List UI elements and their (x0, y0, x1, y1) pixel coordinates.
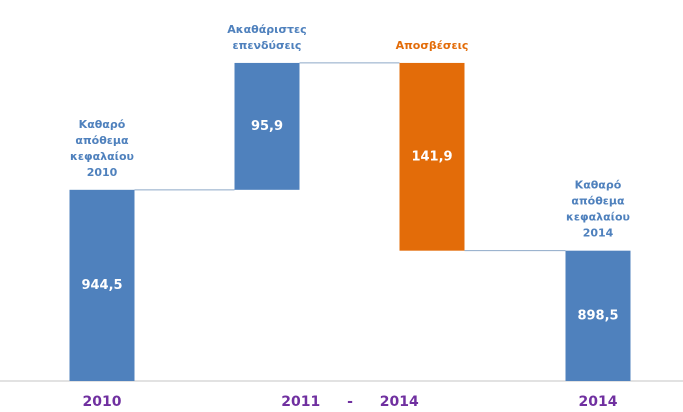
category-label: Ακαθάριστες (227, 23, 306, 36)
value-label: 898,5 (577, 308, 618, 323)
category-label: Καθαρό (575, 179, 622, 192)
category-label: κεφαλαίου (566, 211, 630, 224)
category-label: Καθαρό (79, 118, 126, 131)
category-label: Αποσβέσεις (396, 39, 469, 52)
value-label: 141,9 (411, 149, 452, 164)
category-label: 2010 (87, 166, 118, 179)
value-label: 95,9 (251, 119, 283, 134)
bar (399, 62, 465, 251)
x-label: 2014 (579, 394, 618, 410)
x-label: 2010 (83, 394, 122, 410)
bar (565, 250, 631, 381)
category-label: απόθεμα (75, 134, 129, 147)
bar (69, 189, 135, 381)
value-label: 944,5 (81, 278, 122, 293)
x-label: 2011 - 2014 (281, 394, 419, 410)
category-label: επενδύσεις (233, 39, 302, 52)
category-label: απόθεμα (571, 195, 625, 208)
category-label: κεφαλαίου (70, 150, 134, 163)
category-label: 2014 (583, 227, 614, 240)
bar (234, 62, 300, 190)
